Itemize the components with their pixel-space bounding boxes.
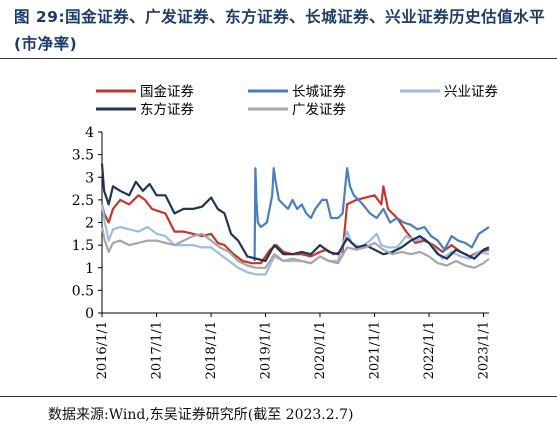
- bottom-rule: [0, 396, 557, 397]
- y-tick-label: 1.5: [72, 238, 94, 254]
- y-tick-label: 3.5: [72, 148, 94, 164]
- x-tick-label: 2023/1/1: [476, 321, 491, 379]
- x-tick-label: 2016/1/1: [95, 321, 110, 379]
- x-tick-label: 2019/1/1: [259, 321, 274, 379]
- x-tick-label: 2018/1/1: [204, 321, 219, 379]
- y-tick-label: 0.5: [72, 283, 94, 299]
- top-rule: [0, 58, 557, 59]
- series-line-长城证券: [253, 167, 490, 262]
- y-tick-label: 3: [85, 170, 94, 186]
- figure-title: 图 29:国金证券、广发证券、东方证券、长城证券、兴业证券历史估值水平(市净率): [14, 8, 546, 53]
- legend-label: 东方证券: [140, 102, 194, 118]
- series-line-广发证券: [100, 226, 490, 269]
- pb-line-chart: 0 0.5 1 1.5 2 2.5 3 3.5 4 2016/1/1 2017/1/1 2018/1/…: [72, 84, 499, 379]
- y-tick-label: 2: [85, 216, 94, 232]
- legend-label: 国金证券: [140, 84, 194, 100]
- y-tick-label: 1: [85, 261, 94, 277]
- legend-label: 兴业证券: [444, 84, 498, 100]
- y-tick-label: 0: [85, 306, 94, 322]
- x-tick-label: 2017/1/1: [150, 321, 165, 379]
- series-line-东方证券: [100, 163, 490, 263]
- legend-label: 广发证券: [292, 102, 346, 118]
- series-line-兴业证券: [100, 204, 490, 276]
- x-tick-label: 2021/1/1: [368, 321, 383, 379]
- y-tick-label: 2.5: [72, 193, 94, 209]
- source-note: 数据来源:Wind,东吴证券研究所(截至 2023.2.7): [48, 407, 354, 423]
- x-tick-label: 2020/1/1: [313, 321, 328, 379]
- y-tick-label: 4: [85, 125, 94, 141]
- series-line-国金证券: [100, 185, 490, 265]
- legend-label: 长城证券: [292, 84, 346, 100]
- x-tick-label: 2022/1/1: [422, 321, 437, 379]
